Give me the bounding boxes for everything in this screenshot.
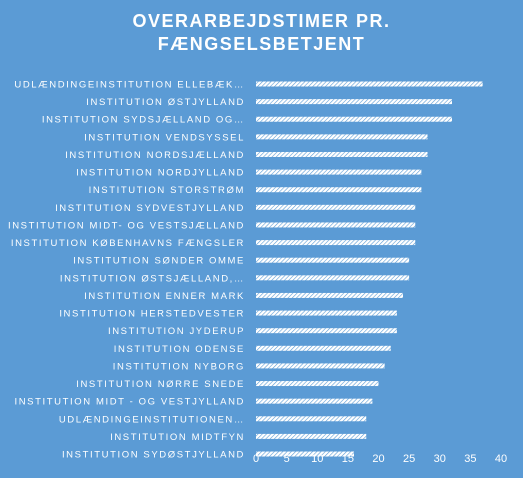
x-tick-label: 0 <box>253 453 259 465</box>
category-label: INSTITUTION KØBENHAVNS FÆNGSLER <box>11 238 245 249</box>
bar <box>256 151 428 157</box>
chart-title-line-1: OVERARBEJDSTIMER PR. <box>132 11 391 31</box>
bar <box>256 310 397 316</box>
category-label: INSTITUTION SYDØSTJYLLAND <box>62 450 245 461</box>
bar <box>256 169 422 175</box>
category-label: INSTITUTION ØSTJYLLAND <box>86 97 245 108</box>
category-label: UDLÆNDINGEINSTITUTIONEN… <box>59 414 245 425</box>
x-tick-label: 5 <box>284 453 290 465</box>
category-label: INSTITUTION ØSTSJÆLLAND,… <box>60 273 245 284</box>
x-tick-label: 10 <box>311 453 323 465</box>
x-tick-label: 25 <box>403 453 415 465</box>
category-labels: UDLÆNDINGEINSTITUTION ELLEBÆK… INSTITUTIO… <box>8 80 245 461</box>
bar <box>256 257 410 263</box>
bar <box>256 398 373 404</box>
bar <box>256 416 367 422</box>
bar <box>256 240 416 246</box>
bar <box>256 345 391 351</box>
bar <box>256 451 354 457</box>
category-label: INSTITUTION NORDJYLLAND <box>76 168 245 179</box>
chart-title-line-2: FÆNGSELSBETJENT <box>157 34 366 54</box>
bars-group <box>256 81 483 457</box>
x-tick-label: 20 <box>372 453 384 465</box>
category-label: INSTITUTION SYDVESTJYLLAND <box>55 203 245 214</box>
x-tick-label: 30 <box>434 453 446 465</box>
bar <box>256 204 416 210</box>
bar <box>256 222 416 228</box>
bar <box>256 363 385 369</box>
x-tick-label: 40 <box>495 453 507 465</box>
category-label: INSTITUTION NØRRE SNEDE <box>76 379 245 390</box>
category-label: INSTITUTION NYBORG <box>113 361 245 372</box>
category-label: INSTITUTION STORSTRØM <box>89 185 245 196</box>
bar <box>256 187 422 193</box>
category-label: INSTITUTION SØNDER OMME <box>73 256 245 267</box>
category-label: INSTITUTION NORDSJÆLLAND <box>65 150 245 161</box>
category-label: INSTITUTION MIDT - OG VESTJYLLAND <box>14 397 245 408</box>
bar <box>256 116 452 122</box>
x-tick-label: 15 <box>342 453 354 465</box>
bar <box>256 381 379 387</box>
category-label: INSTITUTION JYDERUP <box>108 326 245 337</box>
category-label: UDLÆNDINGEINSTITUTION ELLEBÆK… <box>14 80 245 91</box>
bar <box>256 275 410 281</box>
category-label: INSTITUTION HERSTEDVESTER <box>59 309 245 320</box>
category-label: INSTITUTION SYDSJÆLLAND OG… <box>42 115 245 126</box>
category-label: INSTITUTION MIDTFYN <box>110 432 245 443</box>
category-label: INSTITUTION MIDT- OG VESTSJÆLLAND <box>8 220 245 231</box>
chart-title: OVERARBEJDSTIMER PR. FÆNGSELSBETJENT <box>0 10 523 56</box>
bar <box>256 328 397 334</box>
x-tick-label: 35 <box>464 453 476 465</box>
x-axis-ticks: 0 5 10 15 20 25 30 35 40 <box>253 453 507 465</box>
bar <box>256 292 403 298</box>
bar <box>256 81 483 87</box>
category-label: INSTITUTION VENDSYSSEL <box>84 132 245 143</box>
bar <box>256 99 452 105</box>
bar <box>256 433 367 439</box>
bar <box>256 134 428 140</box>
category-label: INSTITUTION ODENSE <box>114 344 245 355</box>
category-label: INSTITUTION ENNER MARK <box>84 291 245 302</box>
